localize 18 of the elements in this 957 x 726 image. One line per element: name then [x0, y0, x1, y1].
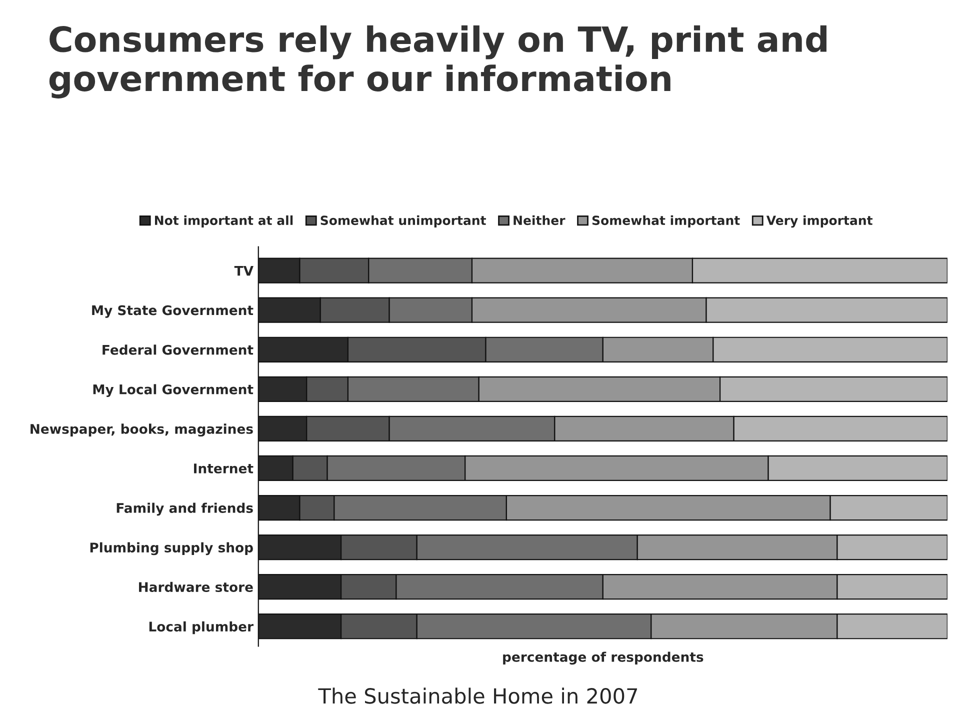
legend-label: Somewhat important	[592, 215, 740, 228]
legend-label: Neither	[514, 215, 566, 226]
text: The Sustainable Home in 2007	[318, 688, 638, 704]
y-tick-label: TV	[234, 266, 254, 276]
y-tick-label: Federal Government	[102, 344, 254, 355]
y-tick-label: Hardware store	[139, 582, 253, 592]
y-tick-label: My Local Government	[93, 384, 254, 398]
x-axis-title: percentage of respondents	[503, 652, 704, 665]
y-tick-label: Family and friends	[116, 502, 253, 516]
y-tick-label: Internet	[194, 464, 254, 474]
y-tick-label: Newspaper, books, magazines	[30, 424, 253, 437]
legend-label: Very important	[766, 215, 873, 228]
legend-label: Somewhat unimportant	[320, 215, 486, 228]
y-tick-label: My State Government	[92, 305, 254, 318]
y-tick-label: Plumbing supply shop	[90, 542, 253, 556]
chart-title: Consumers rely heavily on TV, print and government for our information	[49, 25, 826, 98]
legend-label: Not important at all	[155, 215, 293, 228]
y-tick-label: Local plumber	[149, 621, 254, 634]
